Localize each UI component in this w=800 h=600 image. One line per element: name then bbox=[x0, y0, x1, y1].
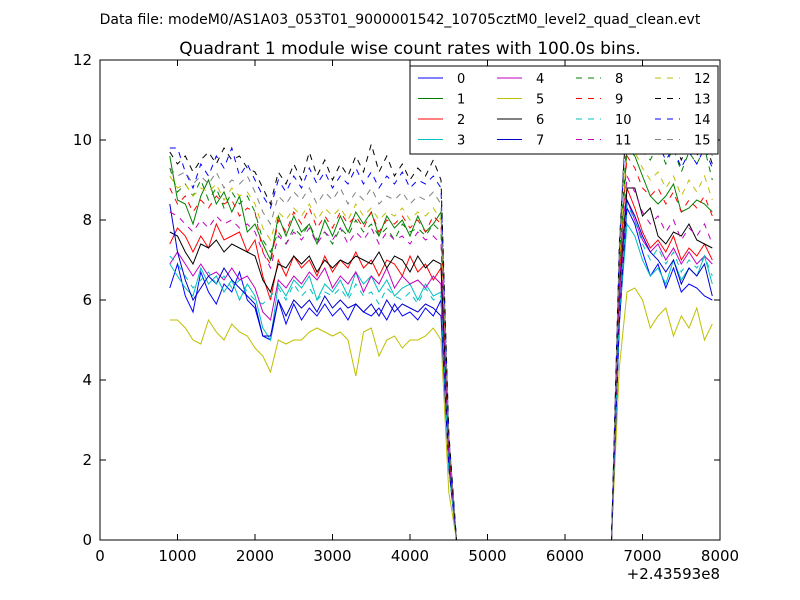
series-line-8 bbox=[169, 127, 713, 541]
x-tick-label: 5000 bbox=[468, 547, 506, 565]
x-tick-label: 7000 bbox=[623, 547, 661, 565]
x-tick-label: 4000 bbox=[391, 547, 429, 565]
y-tick-label: 2 bbox=[82, 451, 92, 469]
y-tick-label: 10 bbox=[73, 131, 92, 149]
series-line-10 bbox=[169, 202, 713, 541]
chart-suptitle: Data file: modeM0/AS1A03_053T01_90000015… bbox=[100, 12, 701, 28]
legend-label: 12 bbox=[694, 72, 711, 87]
series-line-15 bbox=[169, 86, 713, 541]
y-tick-label: 8 bbox=[82, 211, 92, 229]
legend-label: 13 bbox=[694, 93, 711, 108]
y-tick-label: 4 bbox=[82, 371, 92, 389]
series-line-6 bbox=[169, 187, 713, 541]
y-tick-label: 6 bbox=[82, 291, 92, 309]
legend-label: 8 bbox=[615, 72, 623, 87]
legend-label: 5 bbox=[536, 93, 544, 108]
legend-label: 0 bbox=[457, 72, 465, 87]
legend-label: 14 bbox=[694, 113, 711, 128]
series-line-9 bbox=[169, 154, 713, 541]
y-tick-label: 0 bbox=[82, 531, 92, 549]
series-line-5 bbox=[169, 287, 713, 541]
legend-label: 9 bbox=[615, 93, 623, 108]
chart-title: Quadrant 1 module wise count rates with … bbox=[179, 39, 640, 59]
x-tick-label: 2000 bbox=[236, 547, 274, 565]
series-line-13 bbox=[169, 106, 713, 541]
legend-label: 7 bbox=[536, 134, 544, 149]
series-line-7 bbox=[169, 198, 713, 541]
series-line-11 bbox=[169, 174, 713, 541]
series-line-14 bbox=[169, 99, 713, 541]
y-tick-label: 12 bbox=[73, 51, 92, 69]
series-line-12 bbox=[169, 142, 713, 541]
x-tick-label: 3000 bbox=[313, 547, 351, 565]
legend-label: 10 bbox=[615, 113, 632, 128]
plot-lines bbox=[169, 86, 713, 541]
legend-label: 2 bbox=[457, 113, 465, 128]
series-line-2 bbox=[169, 187, 713, 541]
x-tick-label: 0 bbox=[95, 547, 105, 565]
axis-ticks: 0 1000 2000 3000 4000 5000 6000 7000 80000246810… bbox=[73, 51, 739, 565]
x-offset-label: +2.43593e8 bbox=[627, 565, 720, 583]
series-line-4 bbox=[169, 199, 713, 541]
legend-label: 11 bbox=[615, 134, 632, 149]
x-tick-label: 1000 bbox=[158, 547, 196, 565]
legend-label: 3 bbox=[457, 134, 465, 149]
legend-label: 15 bbox=[694, 134, 711, 149]
x-tick-label: 8000 bbox=[701, 547, 739, 565]
legend-label: 1 bbox=[457, 93, 465, 108]
legend-label: 4 bbox=[536, 72, 544, 87]
legend-box bbox=[409, 65, 719, 155]
x-tick-label: 6000 bbox=[546, 547, 584, 565]
legend-label: 6 bbox=[536, 113, 544, 128]
